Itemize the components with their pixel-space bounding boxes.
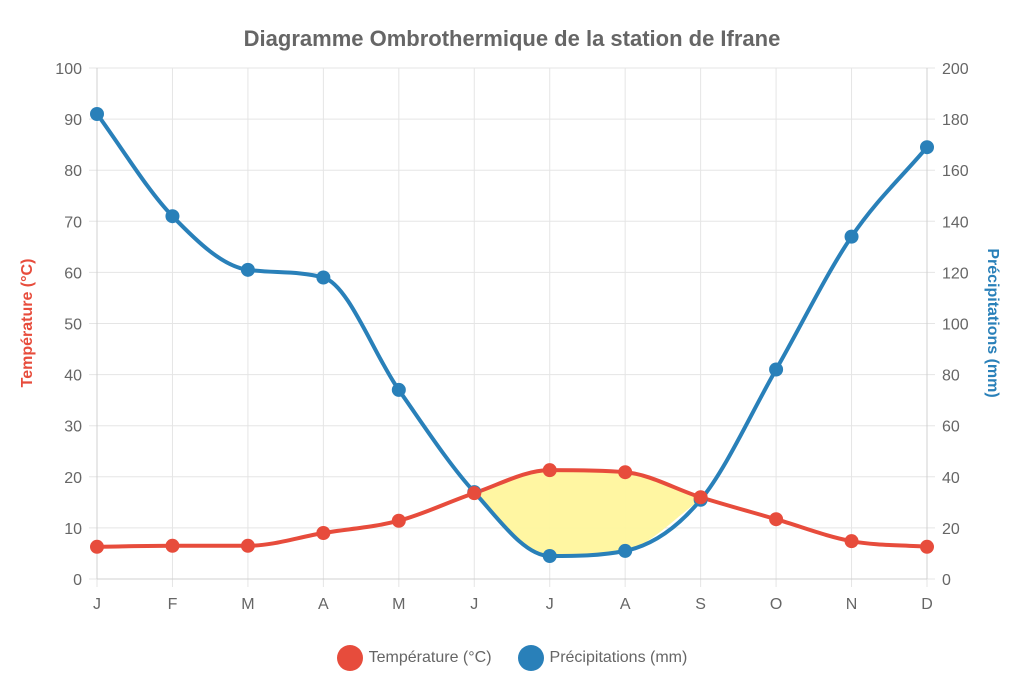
svg-text:M: M (241, 596, 254, 613)
data-point[interactable] (844, 229, 859, 244)
data-point[interactable] (165, 538, 180, 553)
svg-text:80: 80 (64, 163, 82, 180)
svg-text:J: J (546, 596, 554, 613)
svg-text:120: 120 (942, 265, 969, 282)
gridlines (89, 67, 935, 587)
svg-text:40: 40 (942, 470, 960, 487)
dry-season-area (474, 470, 701, 557)
svg-text:O: O (770, 596, 782, 613)
svg-text:30: 30 (64, 419, 82, 436)
svg-text:70: 70 (64, 214, 82, 231)
data-point[interactable] (391, 513, 406, 528)
svg-text:A: A (318, 596, 329, 613)
data-point[interactable] (316, 270, 331, 285)
svg-text:40: 40 (64, 368, 82, 385)
legend-label: Précipitations (mm) (549, 649, 688, 666)
chart-title: Diagramme Ombrothermique de la station d… (244, 26, 781, 51)
svg-text:100: 100 (55, 61, 82, 78)
temperature-swatch-icon (336, 645, 363, 671)
svg-text:20: 20 (942, 521, 960, 538)
svg-text:J: J (470, 596, 478, 613)
svg-text:60: 60 (64, 265, 82, 282)
svg-text:60: 60 (942, 419, 960, 436)
svg-text:50: 50 (64, 317, 82, 334)
y-axis-right-ticks: 0 20 40 60 80 100 120 140 160 180 200 (942, 61, 969, 589)
svg-text:N: N (846, 596, 858, 613)
data-point[interactable] (90, 106, 104, 121)
svg-text:140: 140 (942, 214, 969, 231)
y-axis-left-ticks: 0 10 20 30 40 50 60 70 80 90 100 (55, 61, 82, 589)
data-point[interactable] (316, 526, 331, 541)
svg-text:180: 180 (942, 112, 969, 129)
svg-text:J: J (93, 596, 101, 613)
svg-text:10: 10 (64, 521, 82, 538)
svg-text:160: 160 (942, 163, 969, 180)
data-point[interactable] (920, 539, 934, 554)
data-point[interactable] (240, 538, 255, 553)
data-point[interactable] (542, 463, 557, 478)
data-point[interactable] (467, 486, 482, 501)
legend-label: Température (°C) (368, 649, 492, 666)
data-point[interactable] (844, 534, 859, 549)
svg-text:D: D (921, 596, 933, 613)
legend-item-temperature[interactable]: Température (°C) (336, 645, 492, 671)
svg-text:20: 20 (64, 470, 82, 487)
legend-item-precipitation[interactable]: Précipitations (mm) (517, 645, 688, 671)
svg-text:S: S (695, 596, 706, 613)
series-points (90, 106, 934, 564)
data-point[interactable] (90, 539, 104, 554)
svg-text:80: 80 (942, 368, 960, 385)
svg-text:90: 90 (64, 112, 82, 129)
y-axis-right-title: Précipitations (mm) (984, 248, 1001, 397)
svg-text:A: A (620, 596, 631, 613)
svg-text:100: 100 (942, 317, 969, 334)
svg-text:200: 200 (942, 61, 969, 78)
data-point[interactable] (693, 490, 708, 505)
data-point[interactable] (769, 362, 784, 377)
svg-text:M: M (392, 596, 405, 613)
data-point[interactable] (165, 209, 180, 224)
data-point[interactable] (618, 465, 633, 480)
svg-text:0: 0 (942, 572, 951, 589)
data-point[interactable] (618, 543, 633, 558)
data-point[interactable] (240, 262, 255, 277)
svg-text:0: 0 (73, 572, 82, 589)
data-point[interactable] (542, 549, 557, 564)
data-point[interactable] (769, 512, 784, 527)
chart-legend: Température (°C) Précipitations (mm) (0, 645, 1024, 671)
svg-text:F: F (168, 596, 178, 613)
y-axis-left-title: Température (°C) (19, 259, 36, 388)
data-point[interactable] (920, 140, 934, 155)
data-point[interactable] (391, 382, 406, 397)
precipitation-swatch-icon (517, 645, 544, 671)
